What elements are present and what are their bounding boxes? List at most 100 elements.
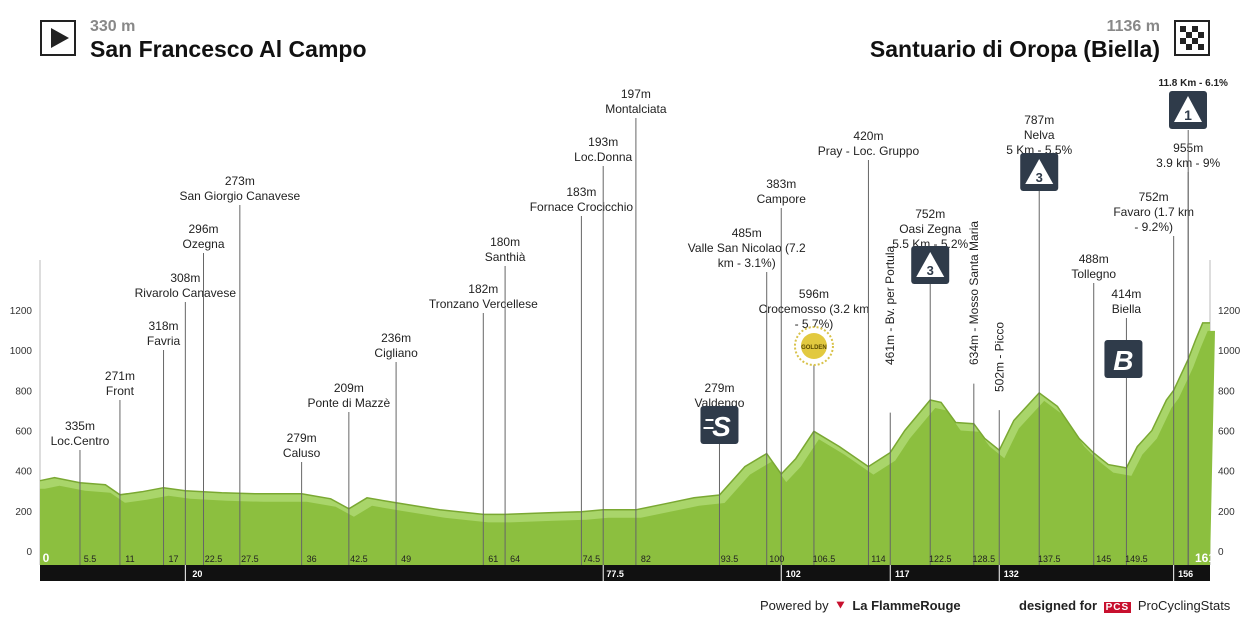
pcs-name: ProCyclingStats: [1137, 598, 1231, 613]
powered-by: Powered by ⯆ La FlammeRouge: [760, 598, 961, 614]
bar-marker-label: 117: [895, 569, 910, 579]
y-tick-left: 200: [15, 507, 32, 518]
km-label: 42.5: [350, 554, 368, 564]
point-label: 752m: [1139, 190, 1169, 204]
point-label: Fornace Crocicchio: [530, 200, 634, 214]
bar-marker-label: 102: [786, 569, 801, 579]
point-label: Ozegna: [182, 237, 224, 251]
y-tick-left: 1200: [10, 306, 33, 317]
point-label: Crocemosso (3.2 km: [759, 302, 870, 316]
climb-category-icon: 3: [911, 246, 950, 284]
km-label: 27.5: [241, 554, 259, 564]
point-label: 279m: [287, 431, 317, 445]
point-label: 787m: [1024, 113, 1054, 127]
point-label: - 5.7%): [795, 317, 834, 331]
point-label: 182m: [468, 282, 498, 296]
start-flag-icon: [40, 20, 76, 56]
point-label: 318m: [149, 319, 179, 333]
bonus-badge-label: B: [1113, 345, 1133, 376]
point-label: Valle San Nicolao (7.2: [688, 241, 806, 255]
powered-label: Powered by: [760, 598, 829, 613]
point-label: Rivarolo Canavese: [135, 286, 237, 300]
point-label: Front: [106, 384, 135, 398]
point-label: 209m: [334, 381, 364, 395]
point-label: 485m: [732, 226, 762, 240]
y-tick-left: 800: [15, 386, 32, 397]
km-label: 122.5: [929, 554, 952, 564]
golden-segment-icon: GOLDEN: [793, 326, 834, 366]
point-label: 488m: [1079, 252, 1109, 266]
point-label: 308m: [170, 271, 200, 285]
y-tick-left: 400: [15, 467, 32, 478]
flammerouge-icon: ⯆: [835, 598, 846, 613]
sprint-badge-icon: S: [700, 406, 739, 444]
y-tick-right: 1000: [1218, 346, 1241, 357]
y-tick-right: 1200: [1218, 306, 1241, 317]
point-label: Nelva: [1024, 128, 1055, 142]
y-tick-right: 0: [1218, 547, 1224, 558]
final-climb-category-icon: 1: [1169, 91, 1207, 129]
finish-flag-icon: [1174, 20, 1210, 56]
bar-marker-label: 156: [1178, 569, 1193, 579]
climb-category-label: 3: [1036, 170, 1043, 185]
point-label: km - 3.1%): [718, 256, 776, 270]
point-label: 414m: [1111, 287, 1141, 301]
km-label: 49: [401, 554, 411, 564]
bonus-badge-icon-bg: [1104, 340, 1143, 378]
point-label: Cigliano: [374, 346, 418, 360]
y-tick-right: 200: [1218, 507, 1235, 518]
point-label: Biella: [1112, 302, 1142, 316]
point-label: 271m: [105, 369, 135, 383]
km-endpoint-label: 161: [1195, 551, 1215, 565]
pcs-logo: PCS: [1103, 602, 1132, 613]
km-label: 145: [1096, 554, 1111, 564]
point-label: Tronzano Vercellese: [429, 297, 538, 311]
km-label: 11: [125, 554, 134, 564]
y-tick-right: 400: [1218, 467, 1235, 478]
point-label: - 9.2%): [1134, 220, 1173, 234]
km-label: 137.5: [1038, 554, 1061, 564]
bonus-badge-icon: B: [1104, 340, 1143, 378]
km-label: 93.5: [721, 554, 739, 564]
point-label: 197m: [621, 87, 651, 101]
sprint-badge-label: S: [712, 411, 731, 442]
point-label: 752m: [915, 207, 945, 221]
km-endpoint-label: 0: [43, 551, 50, 565]
point-label: 596m: [799, 287, 829, 301]
vertical-point-label: 634m - Mosso Santa Maria: [967, 221, 981, 365]
vertical-point-label: 502m - Picco: [992, 322, 1006, 392]
point-label: 279m: [704, 381, 734, 395]
final-climb-category-label: 1: [1184, 107, 1192, 123]
point-label: Pray - Loc. Gruppo: [818, 144, 920, 158]
final-climb-triangle: [1174, 96, 1202, 122]
km-label: 17: [169, 554, 179, 564]
point-label: Tollegno: [1071, 267, 1116, 281]
golden-core: [800, 333, 827, 359]
point-label: Campore: [757, 192, 807, 206]
point-label: Montalciata: [605, 102, 667, 116]
profile-area: [40, 330, 1215, 565]
sprint-badge-icon-bg: [700, 406, 739, 444]
km-label: 114: [871, 554, 885, 564]
km-label: 149.5: [1125, 554, 1148, 564]
point-label: Loc.Centro: [51, 434, 110, 448]
point-label: Caluso: [283, 446, 321, 460]
climb-triangle: [1025, 159, 1054, 184]
designed-for: designed for PCS ProCyclingStats: [1019, 598, 1230, 613]
point-label: 236m: [381, 331, 411, 345]
km-label: 36: [307, 554, 317, 564]
point-label: Favaro (1.7 km: [1113, 205, 1194, 219]
point-label: San Giorgio Canavese: [179, 189, 300, 203]
y-tick-left: 1000: [10, 346, 33, 357]
finish-altitude: 1136 m: [1106, 18, 1160, 35]
point-label: Santhià: [485, 250, 526, 264]
bar-marker-label: 77.5: [606, 569, 624, 579]
point-label: 193m: [588, 135, 618, 149]
point-label: 180m: [490, 235, 520, 249]
point-label: Ponte di Mazzè: [307, 396, 390, 410]
finish-name: Santuario di Oropa (Biella): [869, 36, 1160, 62]
km-label: 100: [769, 554, 784, 564]
distance-bar: [40, 565, 1210, 581]
flammerouge-brand: La FlammeRouge: [852, 598, 961, 613]
